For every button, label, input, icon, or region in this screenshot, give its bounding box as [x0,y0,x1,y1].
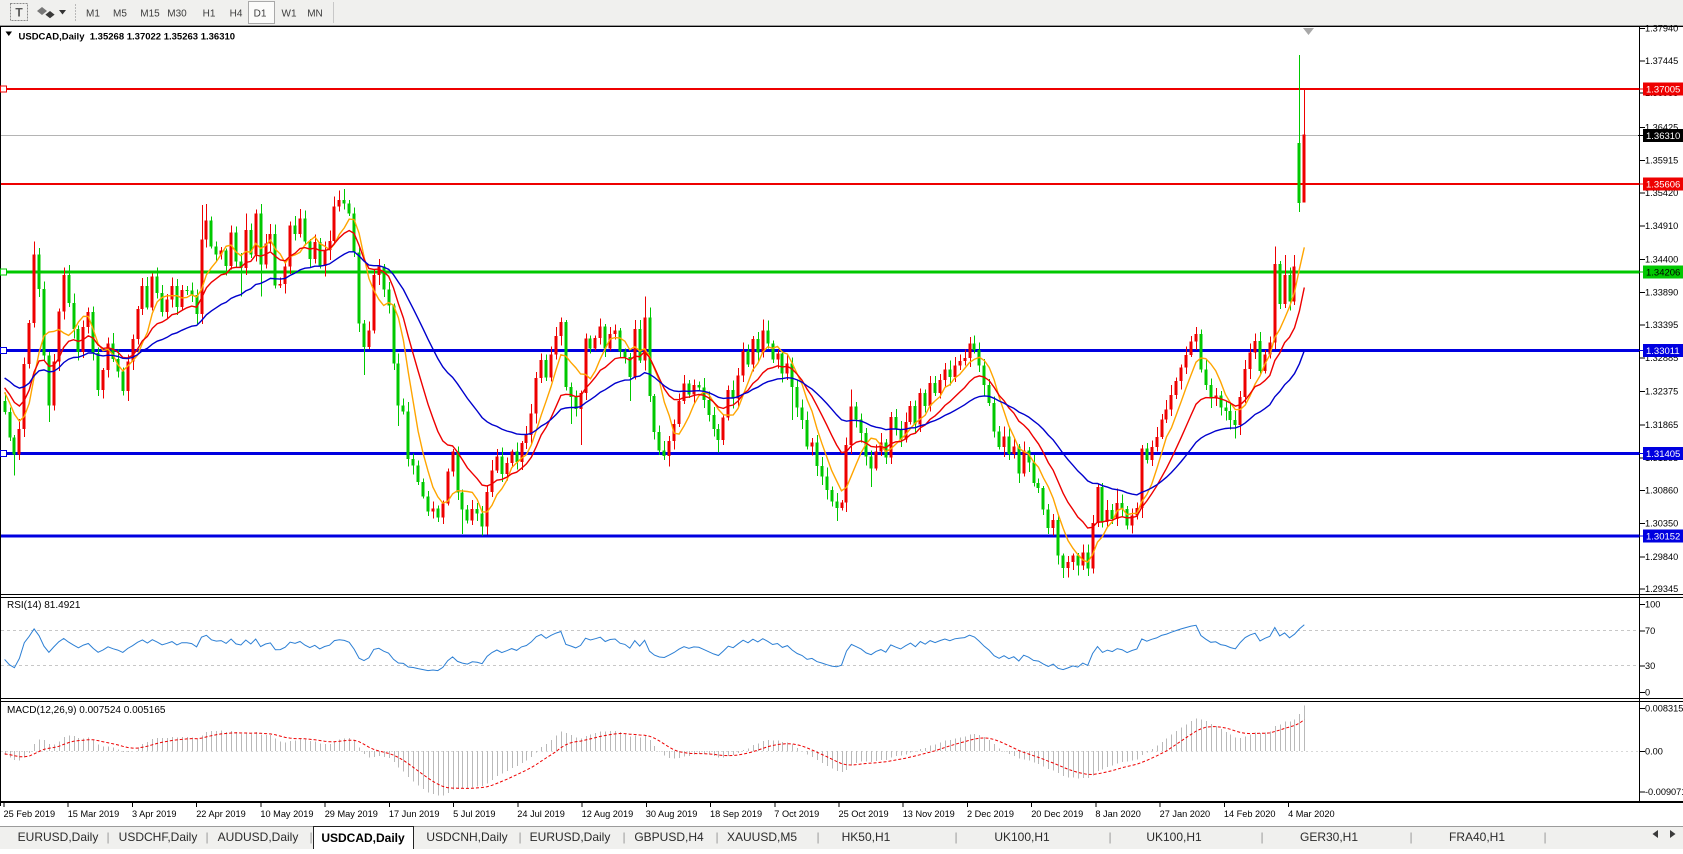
svg-text:1.34400: 1.34400 [1645,254,1678,264]
svg-text:1.33395: 1.33395 [1645,320,1678,330]
svg-text:-0.009071: -0.009071 [1645,787,1683,797]
svg-text:|: | [715,830,718,844]
svg-text:22 Apr 2019: 22 Apr 2019 [196,809,246,819]
svg-text:D1: D1 [254,9,267,20]
svg-text:13 Nov 2019: 13 Nov 2019 [903,809,955,819]
svg-text:|: | [954,830,957,844]
svg-text:25 Oct 2019: 25 Oct 2019 [839,809,889,819]
svg-text:30 Aug 2019: 30 Aug 2019 [646,809,698,819]
svg-text:1.34206: 1.34206 [1646,268,1680,279]
svg-text:12 Aug 2019: 12 Aug 2019 [582,809,634,819]
svg-text:W1: W1 [282,9,297,20]
svg-text:4 Mar 2020: 4 Mar 2020 [1288,809,1334,819]
svg-text:H1: H1 [203,9,216,20]
svg-text:USDCNH,Daily: USDCNH,Daily [426,830,507,844]
svg-text:100: 100 [1645,600,1660,610]
svg-text:5 Jul 2019: 5 Jul 2019 [453,809,495,819]
svg-text:30: 30 [1645,661,1655,671]
svg-text:0: 0 [1645,688,1650,698]
svg-text:UK100,H1: UK100,H1 [1146,830,1202,844]
svg-text:1.36310: 1.36310 [1646,131,1680,142]
svg-text:3 Apr 2019: 3 Apr 2019 [132,809,176,819]
svg-text:H4: H4 [230,9,243,20]
svg-text:|: | [1409,830,1412,844]
svg-text:T: T [15,6,23,20]
svg-text:1.30152: 1.30152 [1646,532,1680,543]
svg-text:1.29840: 1.29840 [1645,552,1678,562]
svg-text:0.008315: 0.008315 [1645,704,1683,714]
svg-text:1.35606: 1.35606 [1646,180,1680,191]
svg-text:M1: M1 [86,9,100,20]
svg-text:1.30860: 1.30860 [1645,485,1678,495]
svg-text:|: | [205,830,208,844]
svg-text:EURUSD,Daily: EURUSD,Daily [530,830,611,844]
svg-text:1.33890: 1.33890 [1645,288,1678,298]
svg-text:70: 70 [1645,626,1655,636]
svg-text:1.37005: 1.37005 [1646,85,1680,96]
svg-text:|: | [1260,830,1263,844]
svg-text:25 Feb 2019: 25 Feb 2019 [4,809,56,819]
svg-text:24 Jul 2019: 24 Jul 2019 [517,809,565,819]
svg-text:EURUSD,Daily: EURUSD,Daily [18,830,99,844]
svg-text:20 Dec 2019: 20 Dec 2019 [1031,809,1083,819]
svg-text:USDCAD,Daily: USDCAD,Daily [321,831,405,845]
svg-text:1.35420: 1.35420 [1645,188,1678,198]
svg-text:M5: M5 [113,9,127,20]
svg-text:1.35915: 1.35915 [1645,156,1678,166]
svg-text:M30: M30 [167,9,187,20]
svg-text:FRA40,H1: FRA40,H1 [1449,830,1505,844]
svg-text:17 Jun 2019: 17 Jun 2019 [389,809,440,819]
svg-text:UK100,H1: UK100,H1 [994,830,1050,844]
svg-text:2 Dec 2019: 2 Dec 2019 [967,809,1014,819]
svg-text:1.32375: 1.32375 [1645,387,1678,397]
svg-text:|: | [518,830,521,844]
svg-text:1.37940: 1.37940 [1645,24,1678,34]
svg-text:XAUUSD,M5: XAUUSD,M5 [727,830,797,844]
svg-text:27 Jan 2020: 27 Jan 2020 [1160,809,1211,819]
svg-text:1.32885: 1.32885 [1645,353,1678,363]
svg-text:AUDUSD,Daily: AUDUSD,Daily [218,830,299,844]
svg-text:RSI(14) 81.4921: RSI(14) 81.4921 [7,600,81,611]
svg-text:14 Feb 2020: 14 Feb 2020 [1224,809,1276,819]
svg-text:MACD(12,26,9) 0.007524 0.00516: MACD(12,26,9) 0.007524 0.005165 [7,705,166,716]
svg-text:GER30,H1: GER30,H1 [1300,830,1358,844]
svg-text:HK50,H1: HK50,H1 [842,830,891,844]
svg-text:|: | [1543,830,1546,844]
svg-text:USDCHF,Daily: USDCHF,Daily [119,830,198,844]
svg-text:1.37445: 1.37445 [1645,56,1678,66]
svg-text:1.29345: 1.29345 [1645,584,1678,594]
svg-text:1.30350: 1.30350 [1645,519,1678,529]
svg-text:USDCAD,Daily 1.35268 1.37022: USDCAD,Daily 1.35268 1.37022 1.35263 1.3… [19,32,236,43]
svg-text:MN: MN [307,9,323,20]
svg-text:|: | [1108,830,1111,844]
svg-text:1.33011: 1.33011 [1646,346,1680,357]
svg-text:29 May 2019: 29 May 2019 [325,809,378,819]
svg-text:M15: M15 [140,9,160,20]
svg-text:8 Jan 2020: 8 Jan 2020 [1095,809,1140,819]
svg-text:|: | [816,830,819,844]
svg-text:GBPUSD,H4: GBPUSD,H4 [634,830,704,844]
svg-text:1.34910: 1.34910 [1645,221,1678,231]
svg-text:0.00: 0.00 [1645,747,1663,757]
svg-text:7 Oct 2019: 7 Oct 2019 [774,809,819,819]
svg-text:15 Mar 2019: 15 Mar 2019 [68,809,120,819]
svg-text:10 May 2019: 10 May 2019 [260,809,313,819]
svg-text:|: | [106,830,109,844]
svg-text:1.31865: 1.31865 [1645,420,1678,430]
svg-text:|: | [622,830,625,844]
svg-text:1.36425: 1.36425 [1645,122,1678,132]
svg-text:1.31405: 1.31405 [1646,449,1680,460]
svg-text:18 Sep 2019: 18 Sep 2019 [710,809,762,819]
svg-text:|: | [309,830,312,844]
